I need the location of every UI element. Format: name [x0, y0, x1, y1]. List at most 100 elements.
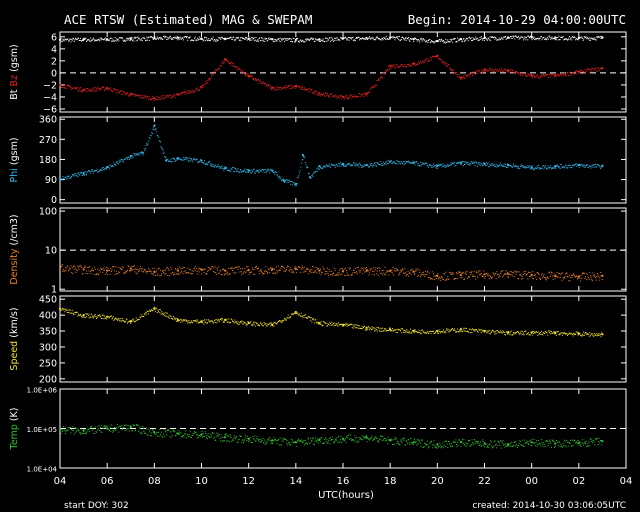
scatter-dot: [575, 38, 577, 40]
scatter-dot: [586, 68, 588, 70]
scatter-dot: [354, 327, 356, 329]
scatter-dot: [452, 327, 454, 329]
scatter-dot: [283, 38, 285, 40]
scatter-dot: [134, 155, 136, 157]
scatter-dot: [483, 270, 485, 272]
scatter-dot: [315, 38, 317, 40]
scatter-dot: [417, 332, 419, 334]
scatter-dot: [561, 72, 563, 74]
scatter-dot: [296, 38, 298, 40]
scatter-dot: [332, 324, 334, 326]
scatter-dot: [518, 333, 520, 335]
scatter-dot: [545, 73, 547, 75]
scatter-dot: [387, 330, 389, 332]
scatter-dot: [232, 167, 234, 169]
scatter-dot: [172, 38, 174, 40]
scatter-dot: [211, 433, 213, 435]
scatter-dot: [385, 164, 387, 166]
scatter-dot: [412, 38, 414, 40]
scatter-dot: [207, 319, 209, 321]
scatter-dot: [444, 164, 446, 166]
scatter-dot: [475, 38, 477, 40]
scatter-dot: [570, 37, 572, 39]
scatter-dot: [64, 177, 66, 179]
scatter-dot: [231, 62, 233, 64]
scatter-dot: [396, 37, 398, 39]
scatter-dot: [497, 71, 499, 73]
scatter-dot: [472, 163, 474, 165]
scatter-dot: [322, 38, 324, 40]
scatter-dot: [552, 279, 554, 281]
scatter-dot: [226, 169, 228, 171]
scatter-dot: [161, 273, 163, 275]
scatter-dot: [318, 94, 320, 96]
scatter-dot: [552, 168, 554, 170]
scatter-dot: [189, 434, 191, 436]
scatter-dot: [246, 270, 248, 272]
scatter-dot: [449, 331, 451, 333]
data-point: [389, 64, 392, 67]
scatter-dot: [480, 71, 482, 73]
scatter-dot: [218, 266, 220, 268]
scatter-dot: [282, 321, 284, 323]
scatter-dot: [423, 331, 425, 333]
scatter-dot: [478, 328, 480, 330]
scatter-dot: [210, 165, 212, 167]
scatter-dot: [479, 162, 481, 164]
scatter-dot: [145, 429, 147, 431]
scatter-dot: [589, 272, 591, 274]
scatter-dot: [542, 275, 544, 277]
scatter-dot: [222, 436, 224, 438]
scatter-dot: [181, 159, 183, 161]
scatter-dot: [194, 267, 196, 269]
scatter-dot: [280, 87, 282, 89]
scatter-dot: [184, 266, 186, 268]
scatter-dot: [107, 89, 109, 91]
scatter-dot: [65, 308, 67, 310]
scatter-dot: [452, 38, 454, 40]
scatter-dot: [192, 433, 194, 435]
scatter-dot: [221, 62, 223, 64]
scatter-dot: [440, 58, 442, 60]
scatter-dot: [428, 333, 430, 335]
scatter-dot: [148, 99, 150, 101]
scatter-dot: [154, 124, 156, 126]
scatter-dot: [381, 37, 383, 39]
scatter-dot: [474, 73, 476, 75]
scatter-dot: [526, 35, 528, 37]
scatter-dot: [178, 273, 180, 275]
scatter-dot: [509, 271, 511, 273]
scatter-dot: [132, 320, 134, 322]
scatter-dot: [434, 278, 436, 280]
scatter-dot: [583, 71, 585, 73]
scatter-dot: [178, 37, 180, 39]
scatter-dot: [506, 37, 508, 39]
scatter-dot: [274, 89, 276, 91]
scatter-dot: [533, 274, 535, 276]
scatter-dot: [309, 271, 311, 273]
scatter-dot: [188, 161, 190, 163]
scatter-dot: [477, 39, 479, 41]
scatter-dot: [262, 273, 264, 275]
scatter-dot: [460, 163, 462, 165]
scatter-dot: [406, 331, 408, 333]
scatter-dot: [161, 311, 163, 313]
scatter-dot: [92, 38, 94, 40]
scatter-dot: [440, 39, 442, 41]
scatter-dot: [568, 280, 570, 282]
scatter-dot: [290, 268, 292, 270]
scatter-dot: [218, 68, 220, 70]
scatter-dot: [247, 266, 249, 268]
scatter-dot: [363, 326, 365, 328]
scatter-dot: [429, 42, 431, 44]
scatter-dot: [194, 90, 196, 92]
scatter-dot: [176, 36, 178, 38]
scatter-dot: [446, 328, 448, 330]
scatter-dot: [63, 84, 65, 86]
scatter-dot: [313, 92, 315, 94]
scatter-dot: [148, 140, 150, 142]
scatter-dot: [588, 69, 590, 71]
scatter-dot: [352, 162, 354, 164]
scatter-dot: [586, 273, 588, 275]
scatter-dot: [522, 332, 524, 334]
